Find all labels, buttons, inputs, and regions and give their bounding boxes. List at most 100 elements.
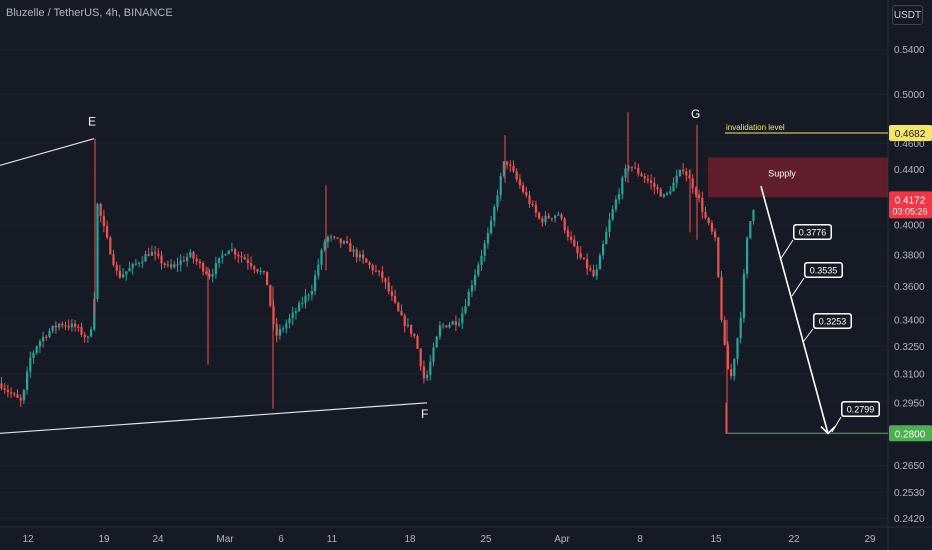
candle bbox=[163, 261, 166, 268]
candle-body bbox=[432, 347, 435, 362]
candle bbox=[682, 163, 685, 175]
candle bbox=[666, 191, 669, 197]
candle-body bbox=[518, 179, 521, 186]
candle bbox=[515, 168, 518, 183]
candle-body bbox=[752, 209, 755, 221]
candle-body bbox=[99, 203, 102, 216]
candle-body bbox=[262, 271, 265, 273]
candle-body bbox=[621, 177, 624, 194]
candle-body bbox=[666, 193, 669, 195]
candle-body bbox=[438, 325, 441, 337]
wave-labels: E F G bbox=[88, 107, 700, 421]
candle bbox=[128, 261, 131, 272]
time-tick-label: 29 bbox=[864, 534, 876, 545]
candle-body bbox=[214, 263, 217, 274]
candle bbox=[598, 253, 601, 270]
time-tick-label: 18 bbox=[404, 534, 416, 545]
time-tick-label: 12 bbox=[22, 534, 34, 545]
candle bbox=[374, 264, 377, 273]
candle-body bbox=[301, 302, 304, 304]
projection-arrow-line bbox=[760, 185, 829, 434]
candle bbox=[675, 169, 678, 189]
candle-body bbox=[477, 264, 480, 276]
candle-body bbox=[650, 180, 653, 183]
candle-body bbox=[717, 237, 720, 277]
candle bbox=[589, 264, 592, 272]
candle bbox=[630, 166, 633, 172]
candle-body bbox=[131, 263, 134, 269]
candle bbox=[77, 324, 80, 332]
candle bbox=[234, 247, 237, 260]
candle-body bbox=[480, 255, 483, 265]
candle bbox=[461, 306, 464, 330]
candle bbox=[611, 205, 614, 222]
candle-body bbox=[6, 389, 9, 393]
candle-body bbox=[3, 388, 6, 390]
candle bbox=[80, 322, 83, 338]
candle bbox=[224, 253, 227, 256]
candle bbox=[122, 268, 125, 279]
candle bbox=[266, 271, 269, 286]
candle bbox=[83, 331, 86, 343]
candle bbox=[586, 253, 589, 275]
candle bbox=[368, 260, 371, 270]
candle-body bbox=[483, 243, 486, 256]
candle bbox=[326, 235, 329, 249]
candle-body bbox=[0, 383, 3, 389]
price-tick-label: 0.3250 bbox=[894, 342, 925, 353]
candle-body bbox=[726, 344, 729, 370]
candle-body bbox=[42, 336, 45, 342]
candle-body bbox=[208, 273, 211, 277]
candle-body bbox=[202, 263, 205, 272]
candle-body bbox=[694, 188, 697, 195]
candle-body bbox=[141, 261, 144, 264]
candle-body bbox=[45, 336, 48, 338]
candle-body bbox=[515, 171, 518, 180]
candle-body bbox=[528, 195, 531, 205]
candle bbox=[733, 358, 736, 381]
candle-body bbox=[64, 325, 67, 327]
candle bbox=[317, 258, 320, 280]
supply-zone: Supply bbox=[708, 157, 888, 198]
candle bbox=[390, 285, 393, 301]
candle bbox=[262, 270, 265, 275]
candle bbox=[576, 241, 579, 260]
candle bbox=[394, 289, 397, 304]
candle bbox=[285, 319, 288, 334]
candle-body bbox=[48, 330, 51, 337]
candle-body bbox=[118, 270, 121, 278]
candle-body bbox=[470, 285, 473, 292]
candle bbox=[211, 268, 214, 283]
candle-body bbox=[96, 203, 99, 299]
candle-body bbox=[557, 214, 560, 216]
candle bbox=[349, 238, 352, 252]
candle-body bbox=[86, 336, 89, 338]
callout-label: 0.3253 bbox=[819, 317, 847, 327]
candle bbox=[330, 234, 333, 242]
candle bbox=[493, 204, 496, 227]
candle-body bbox=[112, 254, 115, 266]
candle bbox=[522, 181, 525, 194]
time-tick-label: 8 bbox=[637, 534, 643, 545]
countdown-text: 03:05:26 bbox=[892, 206, 927, 216]
candle bbox=[243, 254, 246, 260]
candle bbox=[490, 215, 493, 236]
currency-button[interactable]: USDT bbox=[892, 5, 923, 25]
candle bbox=[154, 246, 157, 261]
candle bbox=[192, 250, 195, 264]
candle-body bbox=[701, 198, 704, 212]
candle bbox=[541, 216, 544, 227]
time-tick-label: 6 bbox=[278, 534, 284, 545]
candle-body bbox=[627, 166, 630, 169]
candle bbox=[736, 337, 739, 365]
candle bbox=[291, 306, 294, 326]
candle bbox=[608, 212, 611, 238]
candle bbox=[237, 251, 240, 264]
candle-body bbox=[58, 323, 61, 328]
candle-body bbox=[624, 168, 627, 178]
candle-body bbox=[749, 220, 752, 239]
candle-body bbox=[285, 323, 288, 329]
candle-body bbox=[742, 273, 745, 319]
candle bbox=[643, 173, 646, 183]
